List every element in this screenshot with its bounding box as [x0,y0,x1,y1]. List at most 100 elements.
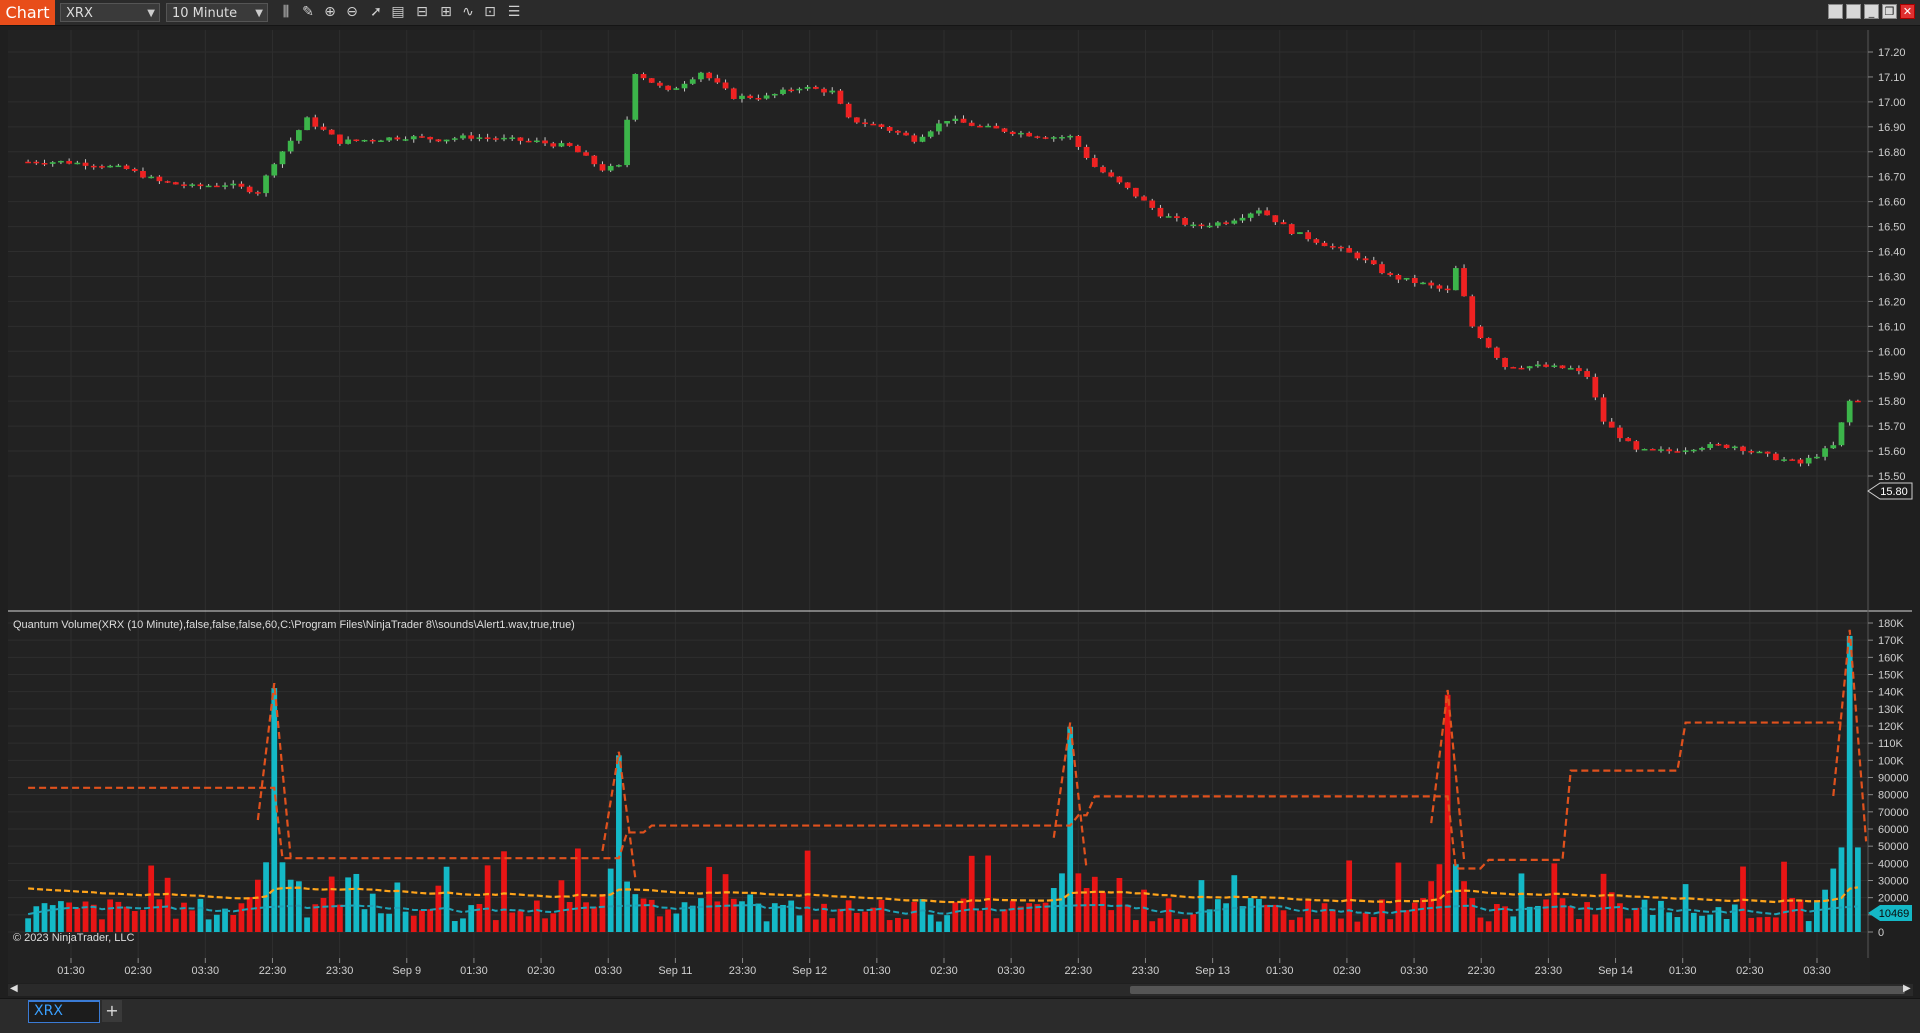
instrument-selector[interactable]: XRX ▼ [60,3,160,22]
volume-tick-label: 50000 [1878,841,1909,853]
last-price-label: 15.80 [1880,486,1908,498]
price-candle [222,182,228,190]
price-candle [722,79,729,90]
scrollbar-thumb[interactable] [1130,986,1905,994]
candle-body [1518,367,1525,370]
price-candle [1756,450,1763,454]
candle-body [657,82,663,86]
candle-body [804,86,811,89]
price-candle [607,163,614,173]
price-candle [1231,218,1238,225]
candle-body [632,74,639,120]
volume-bar [1789,897,1796,932]
price-candle [796,87,803,94]
price-candle [1100,165,1106,174]
volume-bar [968,855,975,932]
data-box-icon[interactable]: ▤ [391,4,405,20]
price-candle [1124,182,1131,190]
candle-body [919,136,926,142]
price-candle [1256,207,1262,216]
price-candle [353,139,360,142]
time-tick-label: 23:30 [729,965,757,977]
volume-high-line [28,721,1842,870]
candle-body [107,165,114,168]
volume-bar [320,897,327,932]
volume-bar [451,921,458,932]
price-candle [968,120,975,127]
interval-selector[interactable]: 10 Minute ▼ [166,3,268,22]
volume-bar [599,894,606,932]
scroll-right-icon[interactable]: ▶ [1903,983,1911,994]
zoom-out-icon[interactable]: ⊖ [346,4,358,20]
volume-bar [1543,899,1549,932]
drawing-tool-icon[interactable]: ✎ [302,4,314,20]
volume-bar [1288,919,1295,932]
pointer-icon[interactable]: ➚ [370,4,382,20]
volume-bar [1206,909,1213,932]
price-candle [131,167,138,173]
candle-body [1822,448,1828,457]
price-candle [1830,441,1837,449]
restore-icon[interactable]: ❐ [1882,4,1897,19]
volume-bar [123,906,130,932]
tile-icon[interactable] [1828,4,1843,19]
candle-body [1190,224,1197,227]
chart-window-label[interactable]: Chart [0,0,55,25]
candle-body [1067,135,1074,138]
price-tick-label: 16.40 [1878,247,1906,259]
volume-bar [927,914,934,932]
zoom-in-icon[interactable]: ⊕ [324,4,336,20]
price-candle [1707,441,1714,450]
price-candle [1469,294,1476,328]
candle-body [1584,371,1590,377]
price-candle [1625,437,1632,442]
candle-body [345,139,351,144]
volume-bar [665,909,671,932]
price-candle [960,115,967,123]
instrument-tab[interactable]: XRX [28,1000,100,1023]
volume-tick-label: 80000 [1878,790,1909,802]
price-candle [1157,204,1164,219]
price-candle [1617,425,1623,442]
candle-body [1666,449,1673,452]
candle-body [443,139,450,142]
properties-icon[interactable]: ☰ [507,4,521,20]
price-candle [1748,449,1755,455]
candle-body [230,183,237,186]
volume-bar [1215,899,1221,932]
volume-bar [484,865,491,932]
volume-bar [1108,910,1115,932]
scroll-left-icon[interactable]: ◀ [10,983,18,994]
indicators-icon[interactable]: ∿ [462,4,474,20]
price-candle [1215,221,1221,229]
chart-canvas[interactable]: 17.20 17.10 17.00 16.90 16.80 16.70 16.60 16.50… [0,26,1920,984]
volume-bar [1518,873,1525,932]
strategies-icon[interactable]: ⊡ [484,4,496,20]
window-icon[interactable] [1846,4,1861,19]
templates-icon[interactable]: ⊞ [440,4,452,20]
candle-body [66,160,73,164]
volume-bar [99,919,105,932]
candle-body [131,168,138,171]
candle-body [771,93,778,96]
price-candle [1108,169,1115,178]
volume-bar [1313,919,1320,932]
candle-body [33,161,40,164]
volume-bar [1100,892,1106,932]
volume-bar [845,900,852,932]
price-candle [156,175,163,185]
candle-body [427,136,434,140]
volume-bar [82,901,89,932]
candle-body [706,72,713,79]
candle-body [730,88,737,99]
candle-body [894,130,901,133]
minimize-icon[interactable]: _ [1864,4,1879,19]
add-tab-button[interactable]: + [102,1000,122,1022]
bar-type-icon[interactable]: ⫼ [282,4,290,20]
candle-body [1009,131,1016,135]
close-icon[interactable]: ✕ [1900,4,1915,19]
price-candle [870,121,877,126]
volume-bar [140,909,146,932]
chart-trader-icon[interactable]: ⊟ [416,4,428,20]
volume-bar [1141,889,1147,932]
